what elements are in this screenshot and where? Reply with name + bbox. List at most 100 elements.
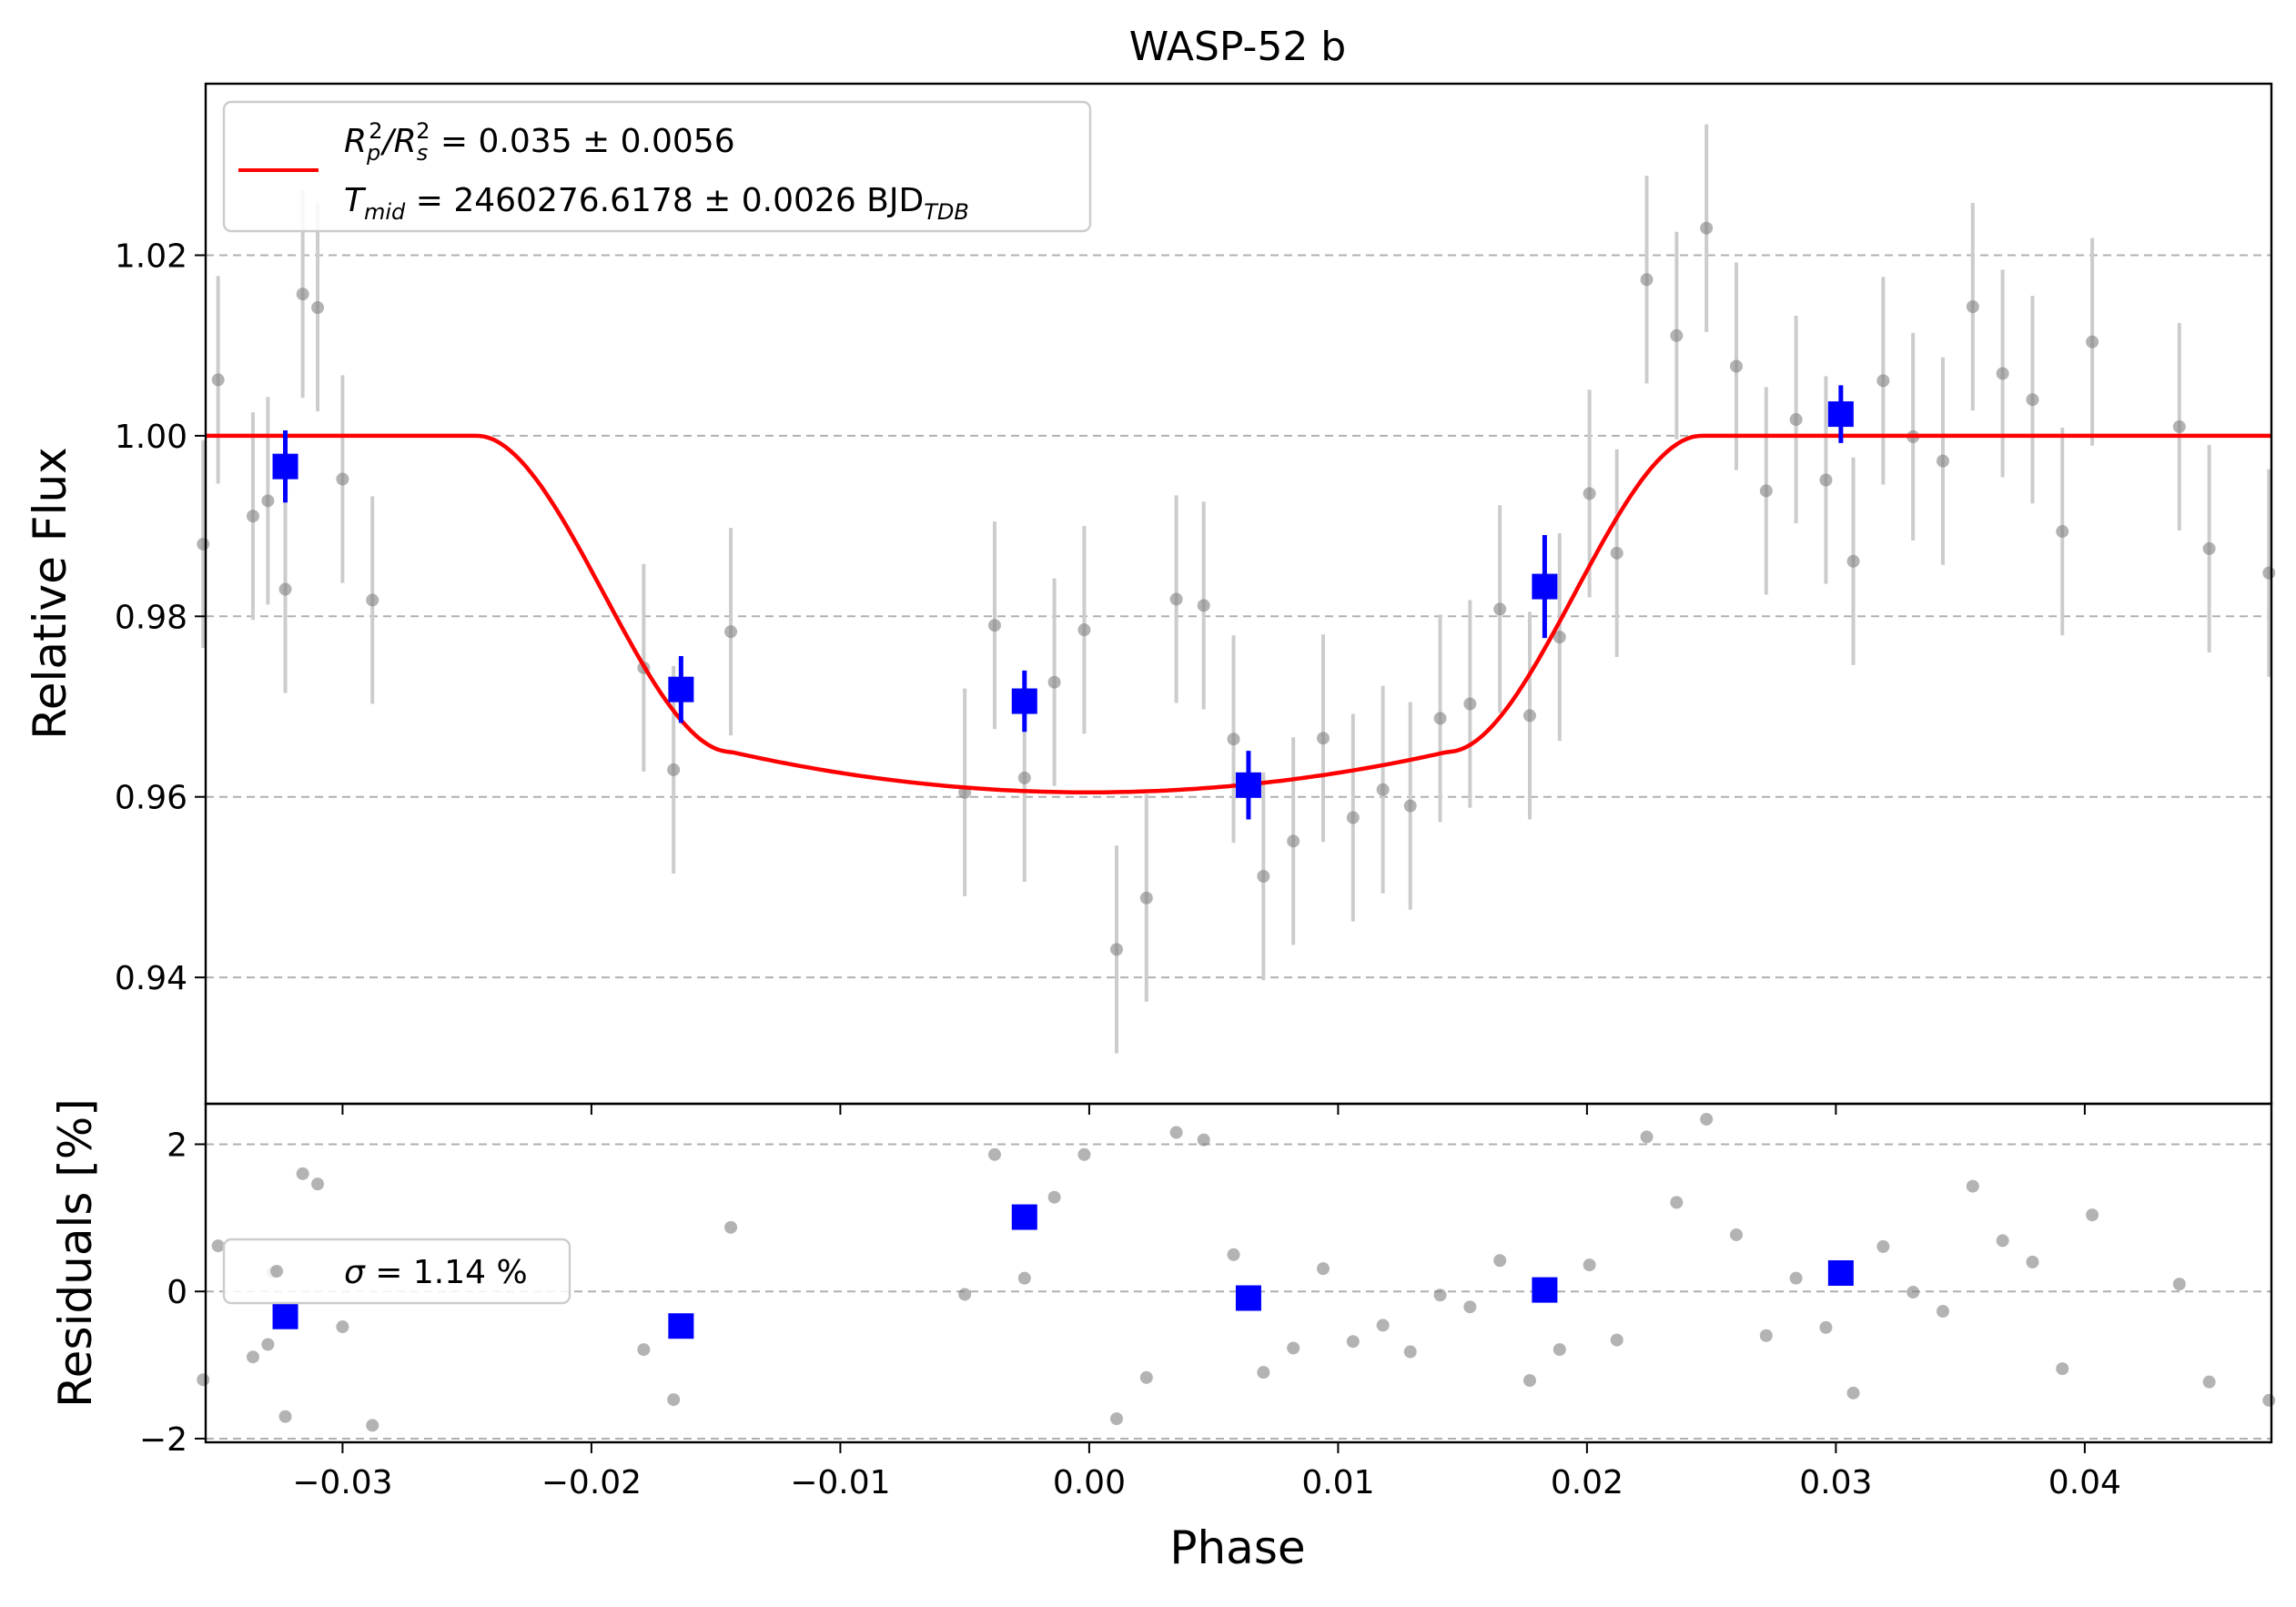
residual-raw-point	[1433, 1289, 1447, 1302]
legend-rp-sup: 2	[369, 118, 382, 144]
residual-binned-point	[272, 1303, 298, 1329]
main-y-tick-label: 1.00	[115, 419, 187, 456]
x-tick-label: 0.02	[1551, 1464, 1623, 1501]
raw-data-point	[1996, 367, 2009, 380]
residual-raw-point	[1670, 1196, 1684, 1209]
residual-axes-frame	[204, 1102, 2273, 1444]
residual-raw-point	[667, 1393, 681, 1407]
x-tick-label: 0.00	[1053, 1464, 1126, 1501]
legend-rp: R	[344, 123, 367, 160]
sigma-symbol: σ	[344, 1254, 366, 1291]
residual-binned-point	[1011, 1204, 1037, 1230]
raw-data-point	[1047, 675, 1061, 689]
residual-binned-point	[1827, 1260, 1854, 1286]
residual-raw-point	[1493, 1254, 1507, 1268]
raw-data-point	[1287, 834, 1300, 848]
main-y-tick-label: 0.98	[115, 599, 187, 636]
residual-raw-point	[1139, 1370, 1153, 1384]
residual-raw-point	[311, 1177, 325, 1191]
raw-data-point	[1169, 592, 1183, 606]
residual-raw-point	[1077, 1147, 1091, 1161]
residual-raw-point	[261, 1338, 275, 1351]
residual-raw-point	[1047, 1190, 1061, 1204]
legend-t: T	[344, 182, 367, 219]
legend-t-sub: mid	[364, 199, 406, 225]
main-y-tick-label: 0.96	[115, 780, 187, 817]
residual-raw-point	[2202, 1375, 2216, 1389]
main-legend-box	[222, 100, 1092, 233]
residual-raw-point	[1403, 1345, 1417, 1359]
residual-raw-point	[1700, 1112, 1714, 1126]
raw-data-point	[197, 537, 210, 551]
raw-data-point	[246, 510, 259, 523]
main-y-tick-label: 0.94	[115, 960, 187, 997]
residual-binned-point	[668, 1313, 694, 1339]
residual-raw-point	[1610, 1333, 1623, 1347]
residual-raw-point	[637, 1343, 651, 1357]
raw-data-point	[1610, 546, 1623, 560]
residual-raw-point	[724, 1220, 738, 1234]
raw-data-point	[1493, 602, 1507, 616]
raw-data-point	[1227, 733, 1240, 746]
residual-raw-point	[2262, 1393, 2276, 1407]
raw-data-point	[261, 494, 275, 508]
raw-data-point	[1553, 631, 1566, 644]
residual-raw-point	[197, 1373, 210, 1387]
binned-data-point	[1011, 688, 1037, 714]
raw-data-point	[2056, 525, 2069, 539]
raw-data-point	[1463, 697, 1477, 711]
main-x-ticks	[341, 1104, 2086, 1115]
binned-data-point	[668, 676, 694, 702]
residual-raw-point	[1227, 1248, 1240, 1261]
main-legend-entry-tmid: Tmid = 2460276.6178 ± 0.0026 BJDTDB	[344, 182, 969, 225]
residual-raw-point	[1169, 1126, 1183, 1139]
residual-raw-point	[246, 1350, 259, 1364]
residual-raw-point	[1876, 1239, 1890, 1253]
residual-raw-point	[1553, 1343, 1566, 1357]
residual-raw-point	[1257, 1366, 1270, 1380]
raw-data-point	[1077, 623, 1091, 637]
binned-data-point	[1235, 772, 1261, 798]
main-legend-entry-radius-ratio: Rp2/Rs2 = 0.035 ± 0.0056	[344, 118, 735, 166]
raw-data-point	[987, 619, 1001, 632]
raw-data-point	[1197, 599, 1210, 612]
residual-y-tick-label: −2	[139, 1421, 187, 1459]
legend-bjd-sub: TDB	[924, 199, 969, 225]
residual-raw-point	[2172, 1278, 2186, 1291]
raw-data-point	[1017, 771, 1031, 784]
raw-data-point	[1109, 943, 1123, 956]
x-tick-label: 0.01	[1301, 1464, 1374, 1501]
x-tick-label: 0.04	[2048, 1464, 2121, 1501]
chart-title: WASP-52 b	[1129, 24, 1346, 70]
raw-data-point	[311, 301, 325, 315]
x-axis-label: Phase	[1169, 1521, 1305, 1574]
residual-raw-point	[1197, 1133, 1210, 1147]
residual-raw-point	[1819, 1320, 1833, 1334]
residual-raw-point	[1346, 1335, 1360, 1349]
raw-data-point	[1316, 732, 1330, 745]
residual-raw-point	[1522, 1374, 1536, 1388]
residual-legend-box	[222, 1238, 571, 1305]
raw-data-point	[1433, 712, 1447, 725]
legend-rs-sub: s	[417, 140, 429, 166]
raw-data-point	[1376, 783, 1390, 796]
raw-data-point	[1522, 709, 1536, 723]
residual-raw-point	[1936, 1305, 1949, 1319]
residual-raw-point	[1729, 1228, 1743, 1241]
residual-raw-point	[1583, 1258, 1596, 1272]
raw-data-point	[2172, 419, 2186, 433]
raw-data-point	[1819, 473, 1833, 487]
residual-raw-point	[1017, 1271, 1031, 1285]
residual-raw-point	[211, 1239, 225, 1253]
residual-raw-point	[1759, 1329, 1773, 1342]
binned-data-point	[1827, 401, 1854, 428]
raw-data-point	[1403, 799, 1417, 813]
binned-data-point	[1532, 573, 1558, 600]
residual-raw-point	[1316, 1262, 1330, 1276]
residual-raw-point	[958, 1288, 972, 1301]
raw-data-point	[1936, 454, 1949, 468]
residual-raw-point	[987, 1147, 1001, 1161]
residual-raw-point	[2056, 1362, 2069, 1376]
raw-data-point	[1139, 891, 1153, 905]
